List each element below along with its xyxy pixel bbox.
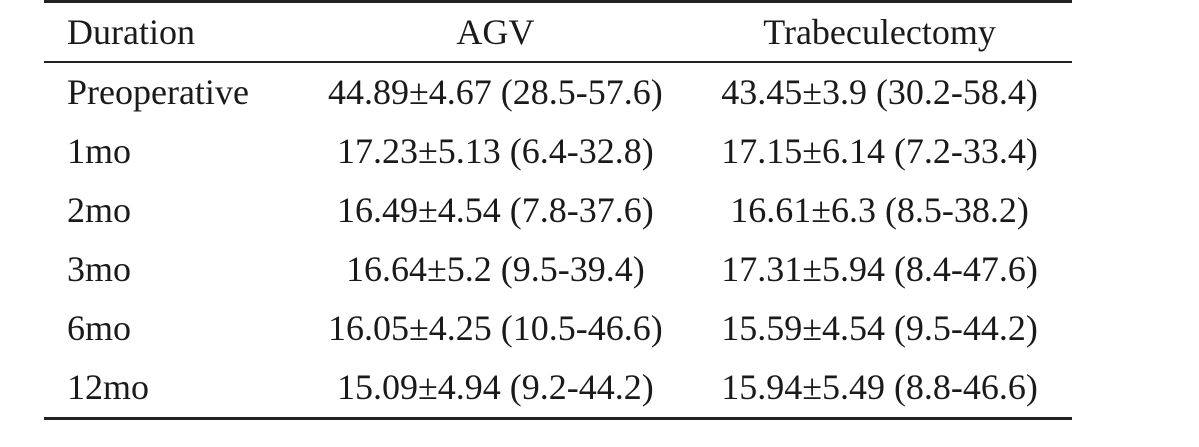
table-row: 1mo 17.23±5.13 (6.4-32.8) 17.15±6.14 (7.… [44,122,1072,181]
cell-trabeculectomy: 15.59±4.54 (9.5-44.2) [721,308,1038,348]
cell-agv: 17.23±5.13 (6.4-32.8) [337,131,654,171]
cell-trabeculectomy: 17.31±5.94 (8.4-47.6) [721,249,1038,289]
cell-trabeculectomy: 43.45±3.9 (30.2-58.4) [721,72,1038,112]
table-row: 12mo 15.09±4.94 (9.2-44.2) 15.94±5.49 (8… [44,358,1072,419]
table-header-row: Duration AGV Trabeculectomy [44,1,1072,62]
cell-duration: 3mo [67,249,132,289]
header-duration: Duration [67,12,195,52]
iop-comparison-table: Duration AGV Trabeculectomy Preoperative… [44,0,1072,420]
header-agv: AGV [456,12,535,52]
cell-duration: 6mo [67,308,132,348]
cell-agv: 16.05±4.25 (10.5-46.6) [328,308,663,348]
cell-duration: 12mo [67,367,150,407]
cell-trabeculectomy: 17.15±6.14 (7.2-33.4) [721,131,1038,171]
table-row: 3mo 16.64±5.2 (9.5-39.4) 17.31±5.94 (8.4… [44,240,1072,299]
cell-agv: 16.64±5.2 (9.5-39.4) [346,249,645,289]
cell-duration: Preoperative [67,72,249,112]
cell-duration: 1mo [67,131,132,171]
header-trabeculectomy: Trabeculectomy [763,12,996,52]
table-row: Preoperative 44.89±4.67 (28.5-57.6) 43.4… [44,62,1072,122]
data-table-container: Duration AGV Trabeculectomy Preoperative… [44,0,1072,420]
cell-trabeculectomy: 16.61±6.3 (8.5-38.2) [730,190,1029,230]
table-row: 2mo 16.49±4.54 (7.8-37.6) 16.61±6.3 (8.5… [44,181,1072,240]
cell-duration: 2mo [67,190,132,230]
table-row: 6mo 16.05±4.25 (10.5-46.6) 15.59±4.54 (9… [44,299,1072,358]
cell-agv: 15.09±4.94 (9.2-44.2) [337,367,654,407]
cell-agv: 44.89±4.67 (28.5-57.6) [328,72,663,112]
cell-agv: 16.49±4.54 (7.8-37.6) [337,190,654,230]
cell-trabeculectomy: 15.94±5.49 (8.8-46.6) [721,367,1038,407]
